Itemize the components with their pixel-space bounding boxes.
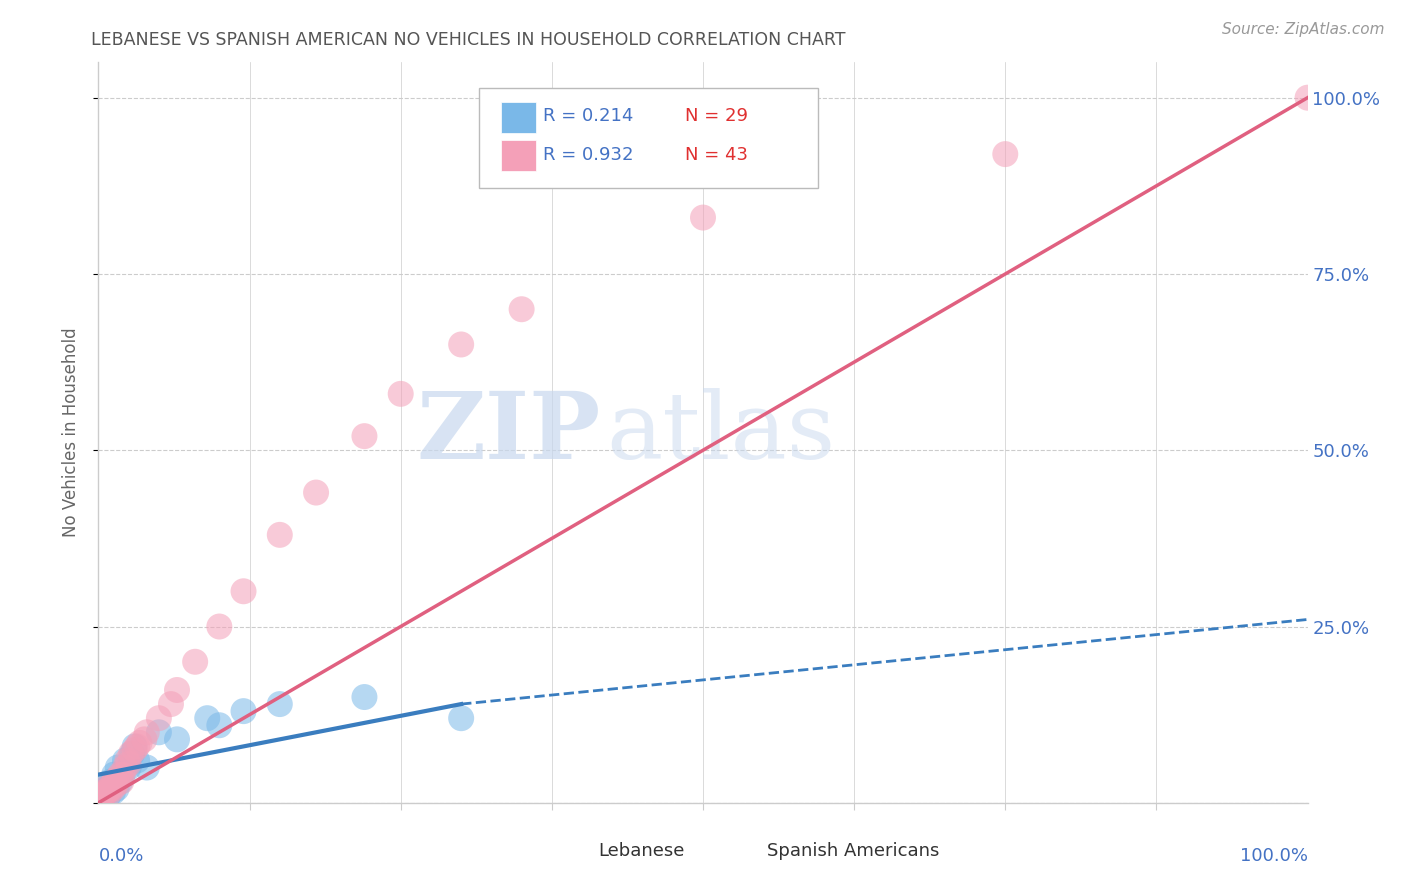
Point xyxy=(111,767,134,781)
Point xyxy=(118,757,141,772)
Text: Lebanese: Lebanese xyxy=(598,842,685,860)
Point xyxy=(184,655,207,669)
Text: LEBANESE VS SPANISH AMERICAN NO VEHICLES IN HOUSEHOLD CORRELATION CHART: LEBANESE VS SPANISH AMERICAN NO VEHICLES… xyxy=(91,31,846,49)
Point xyxy=(269,528,291,542)
Point xyxy=(100,778,122,792)
Point xyxy=(134,732,156,747)
Point xyxy=(994,147,1017,161)
Point xyxy=(232,704,254,718)
Point xyxy=(135,760,157,774)
Text: Source: ZipAtlas.com: Source: ZipAtlas.com xyxy=(1222,22,1385,37)
Text: N = 29: N = 29 xyxy=(685,108,748,126)
Point xyxy=(97,789,120,803)
Point xyxy=(450,337,472,351)
Point xyxy=(94,785,117,799)
Point xyxy=(91,789,114,803)
Text: atlas: atlas xyxy=(606,388,835,477)
Point xyxy=(105,774,128,789)
Point xyxy=(89,792,111,806)
Point xyxy=(107,760,129,774)
Point xyxy=(121,747,143,761)
Point xyxy=(97,783,120,797)
Point xyxy=(98,786,121,800)
Point xyxy=(208,718,231,732)
Point xyxy=(103,774,125,789)
Y-axis label: No Vehicles in Household: No Vehicles in Household xyxy=(62,327,80,538)
Point xyxy=(101,785,124,799)
Text: N = 43: N = 43 xyxy=(685,146,748,164)
Point xyxy=(305,485,328,500)
Point xyxy=(450,711,472,725)
Point xyxy=(120,747,142,761)
Point xyxy=(160,697,183,711)
Point xyxy=(98,778,121,792)
Point xyxy=(166,732,188,747)
Point xyxy=(148,711,170,725)
Text: Spanish Americans: Spanish Americans xyxy=(768,842,939,860)
Point xyxy=(93,788,115,802)
Point xyxy=(232,584,254,599)
Point xyxy=(127,754,149,768)
Point xyxy=(510,302,533,317)
Point xyxy=(91,790,114,805)
Point xyxy=(108,774,131,789)
Point xyxy=(389,387,412,401)
Text: 100.0%: 100.0% xyxy=(1240,847,1308,865)
Point xyxy=(96,781,118,796)
FancyBboxPatch shape xyxy=(501,140,536,171)
Point xyxy=(195,711,218,725)
FancyBboxPatch shape xyxy=(479,88,818,188)
Point xyxy=(1296,91,1319,105)
Point xyxy=(128,736,150,750)
Point xyxy=(100,774,122,789)
Point xyxy=(103,767,125,781)
Point xyxy=(101,781,124,796)
Point xyxy=(90,789,112,803)
Point xyxy=(104,778,127,792)
Point xyxy=(91,790,114,805)
Point xyxy=(148,725,170,739)
Point xyxy=(208,619,231,633)
Point xyxy=(124,743,146,757)
Point xyxy=(135,725,157,739)
Point xyxy=(96,785,118,799)
Text: ZIP: ZIP xyxy=(416,388,600,477)
Point xyxy=(89,792,111,806)
Point xyxy=(100,781,122,796)
Point xyxy=(692,211,714,225)
Point xyxy=(93,788,115,802)
Point xyxy=(127,739,149,754)
Point xyxy=(117,754,139,768)
Point xyxy=(91,785,114,799)
Point xyxy=(114,754,136,768)
Point xyxy=(114,760,136,774)
Point xyxy=(124,739,146,754)
Point xyxy=(94,781,117,796)
Point xyxy=(107,771,129,785)
Text: R = 0.932: R = 0.932 xyxy=(543,146,634,164)
FancyBboxPatch shape xyxy=(724,836,759,867)
Point xyxy=(353,690,375,704)
Point xyxy=(118,760,141,774)
Point xyxy=(111,767,134,781)
Point xyxy=(166,683,188,698)
Point xyxy=(269,697,291,711)
Point xyxy=(353,429,375,443)
FancyBboxPatch shape xyxy=(555,836,591,867)
Point xyxy=(105,781,128,796)
Point xyxy=(108,767,131,781)
Text: R = 0.214: R = 0.214 xyxy=(543,108,634,126)
Text: 0.0%: 0.0% xyxy=(98,847,143,865)
Point xyxy=(110,774,132,789)
FancyBboxPatch shape xyxy=(501,102,536,133)
